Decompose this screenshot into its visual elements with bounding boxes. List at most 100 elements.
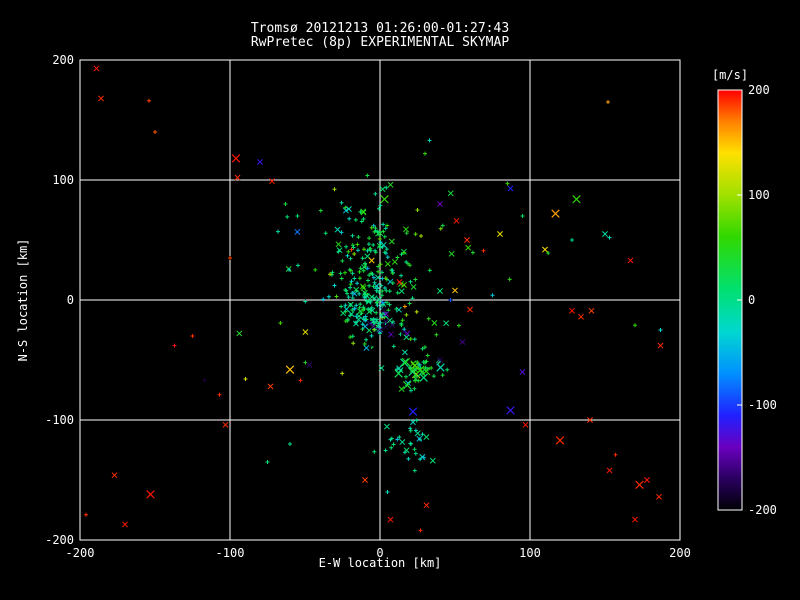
data-point [367, 283, 372, 288]
data-point [438, 226, 443, 231]
data-point [387, 278, 394, 285]
data-point [588, 307, 595, 314]
data-point [366, 308, 373, 315]
data-point [507, 277, 512, 282]
data-point [98, 95, 104, 102]
data-point [401, 349, 408, 356]
data-point [391, 442, 396, 447]
data-point [376, 264, 381, 269]
data-point [84, 512, 88, 517]
data-point [390, 268, 395, 273]
data-point [313, 267, 318, 272]
data-point [413, 232, 418, 237]
data-point [419, 234, 423, 238]
data-point [447, 190, 454, 197]
data-point [350, 334, 355, 339]
data-point [361, 264, 368, 271]
data-point [379, 283, 384, 288]
data-point [403, 334, 410, 341]
data-point [420, 346, 425, 351]
data-point [398, 386, 405, 392]
data-point [382, 324, 389, 330]
data-point [373, 283, 380, 289]
data-point [384, 288, 389, 293]
y-axis-label: N-S location [km] [16, 239, 30, 362]
data-point [394, 307, 399, 311]
data-point [394, 369, 403, 378]
data-point [602, 231, 608, 237]
data-point [364, 337, 369, 342]
data-point [570, 238, 574, 242]
data-point [285, 214, 290, 219]
data-point [431, 374, 436, 379]
data-point [384, 185, 389, 190]
data-point [385, 223, 390, 228]
data-point [363, 314, 368, 319]
data-point [295, 214, 300, 218]
data-point [385, 255, 390, 260]
data-point [353, 217, 358, 222]
data-point [382, 286, 387, 290]
data-point [402, 304, 407, 309]
data-point [401, 281, 407, 288]
data-point [296, 263, 300, 268]
data-point [382, 250, 387, 255]
data-point [278, 321, 283, 325]
data-point [343, 319, 348, 324]
data-point [657, 342, 664, 349]
data-point [399, 252, 404, 257]
data-point [656, 493, 662, 500]
data-point [519, 369, 526, 375]
data-point [387, 516, 394, 523]
data-point [434, 332, 439, 337]
data-point [377, 206, 382, 211]
data-point [111, 472, 118, 479]
data-point [470, 250, 475, 255]
data-point [436, 363, 445, 372]
data-point [402, 327, 407, 332]
data-point [440, 223, 445, 228]
data-points [84, 65, 664, 533]
data-point [418, 528, 423, 533]
data-point [421, 455, 426, 460]
data-point [257, 159, 263, 165]
y-tick-label: 100 [52, 173, 74, 187]
data-point [376, 327, 383, 334]
data-point [351, 341, 356, 346]
y-tick-label: 0 [67, 293, 74, 307]
data-point [360, 209, 367, 216]
data-point [505, 181, 510, 186]
data-point [408, 426, 413, 431]
data-point [401, 357, 411, 367]
data-point [355, 281, 360, 286]
data-point [351, 245, 356, 250]
data-point [374, 274, 381, 281]
data-point [465, 244, 472, 251]
data-point [360, 256, 365, 261]
data-point [379, 314, 384, 318]
data-point [400, 318, 405, 323]
data-point [371, 243, 376, 247]
data-point [381, 222, 386, 227]
data-point [569, 307, 575, 314]
data-point [370, 323, 377, 330]
data-point [402, 380, 412, 390]
data-point [467, 306, 473, 313]
plot-title: Tromsø 20121213 01:26:00-01:27:43 [251, 21, 509, 36]
y-tick-label: -100 [45, 413, 74, 427]
data-point [335, 241, 342, 248]
x-tick-label: 0 [376, 546, 383, 560]
data-point [146, 490, 155, 499]
data-point [354, 288, 359, 293]
data-point [350, 308, 355, 312]
data-point [448, 250, 455, 257]
data-point [374, 310, 379, 315]
data-point [658, 328, 663, 332]
data-point [343, 205, 348, 210]
data-point [328, 272, 332, 277]
data-point [368, 257, 375, 264]
data-point [377, 237, 382, 241]
data-point [414, 418, 419, 423]
data-point [542, 246, 548, 253]
data-point [362, 323, 369, 330]
